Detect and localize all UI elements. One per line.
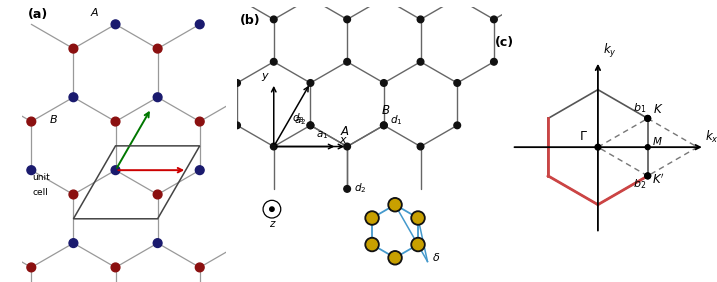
- Circle shape: [645, 173, 650, 179]
- Circle shape: [270, 58, 277, 65]
- Circle shape: [307, 122, 314, 129]
- Circle shape: [645, 116, 650, 121]
- Circle shape: [195, 20, 204, 29]
- Circle shape: [195, 166, 204, 175]
- Circle shape: [69, 93, 77, 102]
- Circle shape: [595, 144, 601, 150]
- Circle shape: [111, 166, 120, 175]
- Circle shape: [454, 122, 460, 129]
- Circle shape: [390, 200, 400, 210]
- Circle shape: [645, 173, 650, 179]
- Circle shape: [344, 143, 351, 150]
- Text: (a): (a): [28, 8, 48, 21]
- Circle shape: [307, 80, 314, 86]
- Circle shape: [27, 263, 36, 272]
- Circle shape: [454, 80, 460, 86]
- Circle shape: [153, 93, 162, 102]
- Circle shape: [417, 16, 424, 23]
- Text: (b): (b): [240, 14, 261, 27]
- Text: $b_1$: $b_1$: [633, 101, 647, 115]
- Text: $M$: $M$: [652, 135, 663, 147]
- Text: cell: cell: [32, 188, 48, 197]
- Circle shape: [411, 237, 425, 252]
- Circle shape: [111, 20, 120, 29]
- Text: $d_2$: $d_2$: [353, 181, 366, 195]
- Text: $\Gamma$: $\Gamma$: [579, 130, 589, 143]
- Circle shape: [234, 80, 240, 86]
- Text: $d_1$: $d_1$: [391, 113, 403, 127]
- Text: $d_3$: $d_3$: [292, 111, 305, 125]
- Text: (c): (c): [495, 36, 514, 49]
- Circle shape: [69, 190, 77, 199]
- Circle shape: [307, 122, 314, 129]
- Circle shape: [381, 80, 387, 86]
- Circle shape: [365, 211, 379, 225]
- Circle shape: [413, 239, 423, 250]
- Circle shape: [411, 211, 425, 225]
- Text: $y$: $y$: [261, 70, 270, 83]
- Circle shape: [270, 207, 274, 212]
- Circle shape: [381, 122, 387, 129]
- Text: $a_2$: $a_2$: [294, 115, 306, 127]
- Circle shape: [413, 213, 423, 223]
- Circle shape: [111, 117, 120, 126]
- Text: $A$: $A$: [90, 6, 99, 18]
- Circle shape: [344, 58, 351, 65]
- Text: $k_x$: $k_x$: [705, 129, 717, 145]
- Text: $a_1$: $a_1$: [316, 129, 328, 141]
- Circle shape: [381, 122, 387, 129]
- Circle shape: [69, 239, 77, 248]
- Circle shape: [388, 251, 402, 265]
- Text: $x$: $x$: [339, 135, 348, 145]
- Circle shape: [417, 143, 424, 150]
- Text: $A$: $A$: [341, 125, 350, 138]
- Text: $K$: $K$: [652, 103, 663, 116]
- Circle shape: [388, 198, 402, 212]
- Text: $K'$: $K'$: [652, 173, 665, 187]
- Circle shape: [111, 263, 120, 272]
- Circle shape: [270, 16, 277, 23]
- Text: unit: unit: [32, 173, 50, 182]
- Circle shape: [234, 122, 240, 129]
- Circle shape: [153, 239, 162, 248]
- Circle shape: [390, 253, 400, 263]
- Circle shape: [490, 16, 498, 23]
- Circle shape: [367, 213, 377, 223]
- Circle shape: [69, 44, 77, 53]
- Circle shape: [195, 263, 204, 272]
- Circle shape: [153, 44, 162, 53]
- Circle shape: [344, 186, 351, 192]
- Text: $b_2$: $b_2$: [633, 177, 647, 191]
- Text: $k_y$: $k_y$: [603, 42, 617, 60]
- Circle shape: [270, 143, 277, 150]
- Circle shape: [153, 190, 162, 199]
- Text: $\delta$: $\delta$: [432, 252, 440, 263]
- Circle shape: [27, 166, 36, 175]
- Circle shape: [645, 116, 650, 121]
- Circle shape: [195, 117, 204, 126]
- Circle shape: [367, 239, 377, 250]
- Circle shape: [645, 145, 650, 150]
- Text: $B$: $B$: [49, 113, 57, 125]
- Circle shape: [417, 58, 424, 65]
- Circle shape: [365, 237, 379, 252]
- Circle shape: [27, 117, 36, 126]
- Circle shape: [490, 58, 498, 65]
- Circle shape: [344, 16, 351, 23]
- Text: $z$: $z$: [269, 219, 277, 229]
- Text: $B$: $B$: [381, 103, 390, 116]
